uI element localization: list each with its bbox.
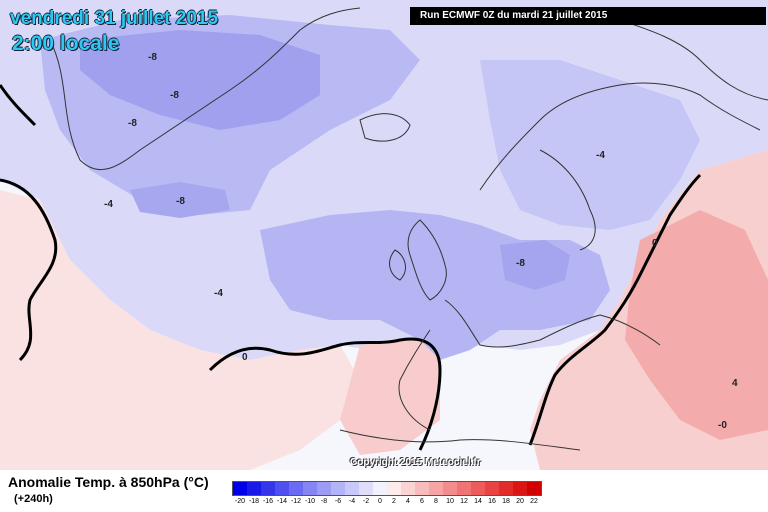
lead-time: (+240h) (14, 493, 53, 505)
color-scale-tick-label: 4 (406, 498, 410, 505)
strong-cold-field-scandinavia (480, 60, 700, 230)
color-scale-swatch (331, 482, 345, 495)
color-scale-swatch (513, 482, 527, 495)
color-scale-swatch (387, 482, 401, 495)
color-scale-tick-label: 8 (434, 498, 438, 505)
color-scale-tick-label: 6 (420, 498, 424, 505)
very-cold-core-germany (500, 240, 570, 290)
coastline-north-africa (339, 429, 581, 451)
color-scale-tick-label: -18 (248, 498, 260, 505)
color-scale-tick-label: 0 (378, 498, 382, 505)
color-scale-swatch (373, 482, 387, 495)
contour-label-greenland-center: -8 (170, 90, 179, 101)
color-scale-swatch (233, 482, 247, 495)
contour-label-north-atlantic: -4 (104, 199, 113, 210)
contour-label-black-sea: -0 (718, 420, 727, 431)
contour-label-eastern-europe: 0 (652, 238, 658, 249)
color-scale-tick-label: -14 (276, 498, 288, 505)
contour-label-scandinavia: -4 (596, 150, 605, 161)
warm-anomaly-core (625, 210, 768, 440)
color-scale-swatch (275, 482, 289, 495)
color-scale-swatch (345, 482, 359, 495)
color-scale-tick-label: 10 (446, 498, 454, 505)
color-scale-swatch (289, 482, 303, 495)
coastline-scandinavia (479, 82, 761, 251)
copyright-notice: Copyright 2015 Meteociel.fr (350, 457, 481, 468)
color-scale-swatch (429, 482, 443, 495)
contour-label-greenland-north: -8 (148, 52, 157, 63)
very-cold-core-south (130, 182, 230, 218)
color-scale-tick-label: 12 (460, 498, 468, 505)
color-scale-swatch (247, 482, 261, 495)
color-scale-tick-label: 14 (474, 498, 482, 505)
color-scale-tick-label: -6 (334, 498, 342, 505)
coastline-greenland (49, 7, 361, 171)
color-scale-swatch (443, 482, 457, 495)
model-run-banner: Run ECMWF 0Z du mardi 21 juillet 2015 (410, 7, 766, 25)
zero-isoline-east (528, 173, 702, 446)
color-scale-tick-label: 16 (488, 498, 496, 505)
anomaly-map: -8 -8 -8 -8 -8 -4 -4 -4 0 0 4 -0 (0, 0, 768, 470)
color-scale-tick-label: -8 (320, 498, 328, 505)
coastline-europe (398, 299, 661, 431)
color-scale-tick-label: 2 (392, 498, 396, 505)
color-scale-tick-label: 18 (502, 498, 510, 505)
color-scale-swatch (499, 482, 513, 495)
color-scale-swatch (317, 482, 331, 495)
color-scale-swatch (457, 482, 471, 495)
color-scale-swatch (261, 482, 275, 495)
valid-date-title: vendredi 31 juillet 2015 (10, 8, 219, 29)
color-scale-tick-label: -20 (234, 498, 246, 505)
color-scale-swatch (471, 482, 485, 495)
color-scale-tick-label: -2 (362, 498, 370, 505)
color-scale-swatch (303, 482, 317, 495)
color-scale-tick-label: -12 (290, 498, 302, 505)
color-scale-tick-label: -16 (262, 498, 274, 505)
color-scale-swatch (415, 482, 429, 495)
contour-label-greenland-south: -8 (176, 196, 185, 207)
warm-anomaly-atlantic (0, 190, 360, 470)
color-scale-swatch (485, 482, 499, 495)
color-scale-tick-label: -4 (348, 498, 356, 505)
zero-isoline-north (0, 84, 37, 127)
color-scale-ticks: -20 -18 -16 -14 -12 -10 -8 -6 -4 -2 0 2 4 6 8 10 12 14 16 1… (232, 498, 572, 510)
valid-hour-title: 2:00 locale (12, 32, 120, 55)
contour-label-azores: 0 (242, 352, 248, 363)
color-scale-swatch (527, 482, 541, 495)
zero-isoline-south (208, 337, 442, 451)
contour-label-russia: 4 (732, 378, 738, 389)
coastline-russia-north (619, 19, 768, 101)
color-scale-tick-label: -10 (304, 498, 316, 505)
very-cold-core (80, 30, 320, 130)
color-scale-tick-label: 20 (516, 498, 524, 505)
contour-label-mid-atlantic: -4 (214, 288, 223, 299)
coastline-iceland (359, 113, 411, 142)
color-scale (232, 481, 542, 496)
contour-label-greenland-west: -8 (128, 118, 137, 129)
color-scale-tick-label: 22 (530, 498, 538, 505)
color-scale-swatch (359, 482, 373, 495)
warm-anomaly-mediterranean (340, 340, 440, 455)
coastline-british-isles (389, 219, 447, 301)
zero-isoline-west (0, 178, 58, 362)
legend-title: Anomalie Temp. à 850hPa (°C) (8, 474, 209, 490)
contour-label-germany: -8 (516, 258, 525, 269)
color-scale-swatch (401, 482, 415, 495)
